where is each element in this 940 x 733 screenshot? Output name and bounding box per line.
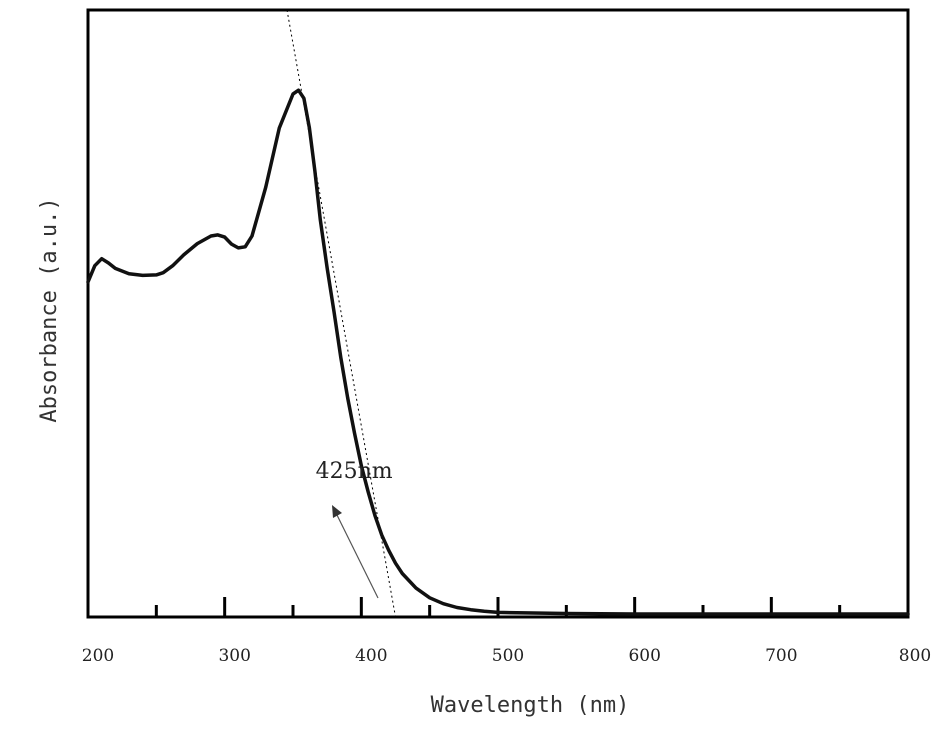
x-tick-label: 700 xyxy=(765,646,797,666)
x-tick-label: 200 xyxy=(82,646,114,666)
x-tick-label: 500 xyxy=(492,646,524,666)
x-axis-tick-labels: 200 300 400 500 600 700 800 xyxy=(82,646,931,666)
annotation-label: 425nm xyxy=(316,459,393,484)
plot-frame xyxy=(86,8,910,619)
y-axis-title: Absorbance (a.u.) xyxy=(37,197,62,422)
x-tick-label: 600 xyxy=(628,646,660,666)
x-tick-label: 800 xyxy=(899,646,931,666)
x-tick-label: 300 xyxy=(218,646,250,666)
x-tick-label: 400 xyxy=(355,646,387,666)
absorbance-curve xyxy=(86,88,910,616)
annotation-arrowhead xyxy=(332,505,342,518)
annotation-arrow xyxy=(335,512,379,599)
x-axis-title: Wavelength (nm) xyxy=(431,693,630,718)
